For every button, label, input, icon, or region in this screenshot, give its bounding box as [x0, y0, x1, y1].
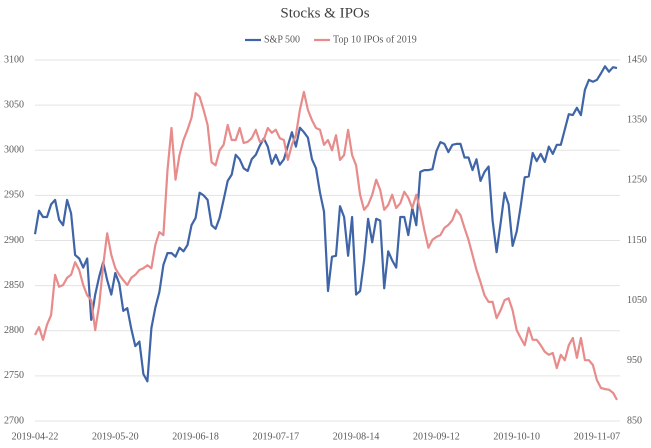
y-tick-label: 3100	[4, 54, 24, 65]
x-tick-label: 2019-11-07	[574, 431, 620, 442]
x-tick-label: 2019-10-10	[493, 431, 540, 442]
y-tick-label: 2950	[4, 190, 24, 201]
y-tick-label: 2700	[4, 415, 24, 426]
legend-label: S&P 500	[264, 34, 300, 45]
y2-tick-label: 950	[627, 355, 642, 366]
y2-tick-label: 1150	[627, 235, 647, 246]
x-tick-label: 2019-05-20	[92, 431, 139, 442]
series-line	[34, 90, 618, 401]
series-line	[33, 65, 618, 383]
y2-tick-label: 1450	[627, 54, 647, 65]
y-tick-label: 2900	[4, 235, 24, 246]
legend-label: Top 10 IPOs of 2019	[333, 34, 417, 45]
y2-tick-label: 1350	[627, 114, 647, 125]
y-tick-label: 3000	[4, 145, 24, 156]
x-tick-label: 2019-08-14	[333, 431, 380, 442]
chart-title: Stocks & IPOs	[280, 5, 369, 21]
x-tick-label: 2019-07-17	[252, 431, 299, 442]
y-tick-label: 2850	[4, 280, 24, 291]
y2-tick-label: 1050	[627, 295, 647, 306]
x-tick-label: 2019-04-22	[12, 431, 59, 442]
y-tick-label: 2750	[4, 370, 24, 381]
y2-tick-label: 1250	[627, 175, 647, 186]
x-tick-label: 2019-09-12	[413, 431, 460, 442]
y-tick-label: 2800	[4, 325, 24, 336]
y2-tick-label: 850	[627, 415, 642, 426]
x-tick-label: 2019-06-18	[172, 431, 219, 442]
y-tick-label: 3050	[4, 99, 24, 110]
